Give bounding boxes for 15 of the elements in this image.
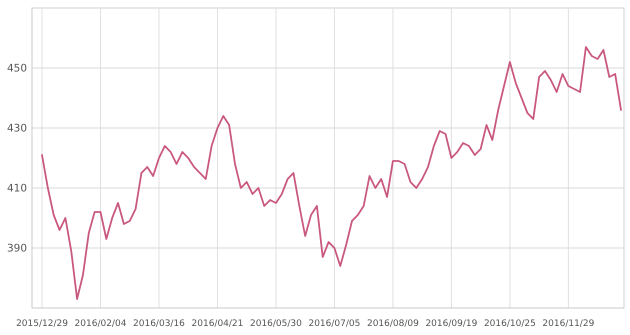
y-tick-label: 390 [6, 242, 27, 255]
y-tick-label: 450 [6, 62, 27, 75]
x-tick-label: 2016/11/29 [542, 319, 595, 329]
y-tick-label: 410 [6, 182, 27, 195]
x-tick-label: 2016/08/09 [366, 319, 420, 329]
x-tick-label: 2016/05/30 [250, 319, 302, 329]
x-tick-label: 2016/04/21 [192, 319, 244, 329]
x-tick-label: 2016/10/25 [484, 319, 536, 329]
x-tick-label: 2016/07/05 [308, 319, 360, 329]
x-tick-label: 2016/02/04 [74, 319, 127, 329]
line-series [41, 46, 622, 300]
y-tick-label: 430 [6, 122, 27, 135]
x-tick-label: 2016/09/19 [425, 319, 478, 329]
x-tick-label: 2016/03/16 [133, 319, 186, 329]
x-tick-label: 2015/12/29 [16, 319, 68, 329]
